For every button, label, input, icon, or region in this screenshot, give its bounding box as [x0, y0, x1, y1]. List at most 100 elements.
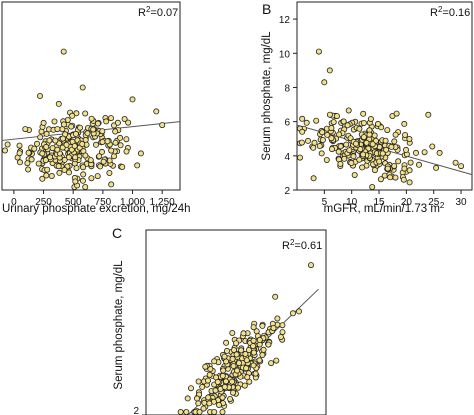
panel-a-point — [103, 118, 110, 125]
panel-a-point — [69, 112, 76, 119]
panel-c-point — [243, 357, 250, 364]
panel-a-point — [68, 123, 75, 130]
panel-c-y-axis-label: Serum phosphate, mg/dL — [113, 260, 125, 390]
panel-b-point — [337, 160, 344, 167]
panel-b-point — [401, 165, 408, 172]
panel-a-r2-sup: 2 — [146, 5, 151, 14]
panel-a-point — [90, 126, 97, 133]
panel-b-y-tick-label: 6 — [284, 118, 290, 129]
panel-c-point — [196, 408, 203, 415]
panel-a-point — [82, 110, 89, 117]
panel-a-point — [39, 150, 46, 157]
panel-c-point — [250, 362, 257, 369]
panel-b-point — [356, 156, 363, 163]
panel-b-point — [318, 150, 325, 157]
panel-b-point — [391, 138, 398, 145]
panel-c-point — [295, 308, 302, 315]
panel-c-point — [223, 347, 230, 354]
panel-b-point — [387, 174, 394, 181]
panel-a-points — [2, 48, 166, 190]
panel-a-point — [59, 135, 66, 142]
panel-a-point — [72, 130, 79, 137]
panel-c-y-ticks: 2 — [133, 406, 146, 415]
panel-b-r2-eq: = — [442, 7, 448, 19]
panel-c-point — [250, 349, 257, 356]
panel-b-point — [328, 135, 335, 142]
panel-c-point — [199, 383, 206, 390]
panel-b-point — [315, 48, 322, 55]
panel-b-point — [316, 142, 323, 149]
panel-c-point — [274, 315, 281, 322]
panel-a-x-tick-label: 1,000 — [120, 197, 145, 208]
panel-b-point — [392, 174, 399, 181]
panel-a-point — [79, 177, 86, 184]
panel-a-point — [47, 154, 54, 161]
panel-c-point — [242, 350, 249, 357]
panel-c-point — [256, 336, 263, 343]
panel-c-point — [184, 395, 191, 402]
panel-c-point — [200, 405, 207, 412]
panel-a-point — [55, 100, 62, 107]
panel-c-plot-frame — [145, 229, 327, 415]
panel-b-point — [313, 117, 320, 124]
panel-c-point — [223, 339, 230, 346]
panel-a-point — [16, 142, 23, 149]
panel-a-point — [80, 164, 87, 171]
panel-a-point — [87, 157, 94, 164]
panel-b-point — [402, 146, 409, 153]
panel-b-x-axis-label-sup: 2 — [440, 201, 445, 210]
panel-b-x-tick-label: 10 — [346, 197, 358, 208]
panel-a-point — [82, 183, 89, 190]
panel-b-point — [374, 120, 381, 127]
panel-c-point — [235, 384, 242, 391]
panel-b-point — [371, 132, 378, 139]
panel-c-r2-number: 0.61 — [301, 240, 322, 252]
panel-a-point — [97, 163, 104, 170]
panel-c-point — [241, 382, 248, 389]
panel-c-r2-eq: = — [294, 240, 300, 252]
panel-b-point — [433, 164, 440, 171]
panel-a-point — [28, 156, 35, 163]
panel-b-point — [310, 175, 317, 182]
panel-a-point — [52, 137, 59, 144]
panel-b: B 5 10 15 20 25 30 2 4 6 8 10 12 R2=0.16 Serum pho… — [261, 1, 473, 215]
panel-c-point — [259, 351, 266, 358]
panel-b-point — [326, 67, 333, 74]
panel-b-point — [360, 151, 367, 158]
panel-a-point — [99, 148, 106, 155]
panel-b-point — [367, 116, 374, 123]
panel-c-point — [235, 360, 242, 367]
panel-c-letter: C — [112, 225, 122, 241]
panel-b-r2-annotation: R2=0.16 — [430, 5, 470, 20]
panel-a-x-tick-label: 750 — [95, 197, 112, 208]
panel-c-point — [252, 370, 259, 377]
panel-b-point — [330, 119, 337, 126]
panel-c-point — [240, 330, 247, 337]
panel-a-point — [117, 134, 124, 141]
panel-c-point — [307, 262, 314, 269]
panel-a-point — [72, 178, 79, 185]
panel-a-point — [42, 157, 49, 164]
panel-a-point — [88, 115, 95, 122]
panel-b-point — [412, 149, 419, 156]
panel-a-point — [46, 137, 53, 144]
panel-c-point — [195, 400, 202, 407]
panel-b-point — [303, 119, 310, 126]
panel-b-point — [298, 139, 305, 146]
panel-a-point — [4, 141, 11, 148]
panel-b-point — [333, 113, 340, 120]
panel-b-point — [326, 111, 333, 118]
panel-c-point — [268, 360, 275, 367]
panel-c-point — [220, 367, 227, 374]
panel-c-point — [273, 357, 280, 364]
panel-c-point — [219, 394, 226, 401]
panel-c-point — [211, 358, 218, 365]
panel-a-point — [60, 121, 67, 128]
panel-a-x-tick-label: 1,250 — [150, 197, 175, 208]
panel-b-points — [296, 48, 465, 190]
panel-b-point — [382, 137, 389, 144]
panel-b-point — [356, 125, 363, 132]
panel-a-point — [104, 138, 111, 145]
panel-b-point — [425, 111, 432, 118]
